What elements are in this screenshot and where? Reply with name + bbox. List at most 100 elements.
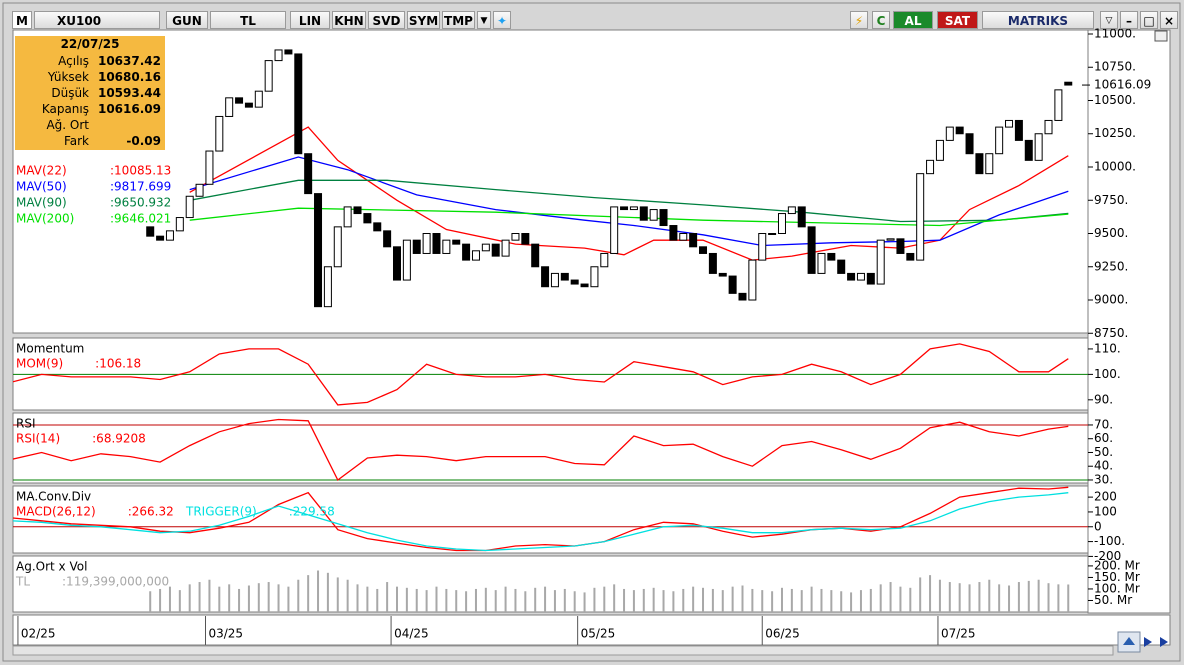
scroll-right[interactable] (1160, 637, 1168, 647)
candle-body (659, 209, 668, 227)
volume-bar (228, 584, 231, 612)
alert-icon[interactable]: ⚡ (850, 11, 868, 29)
volume-bar (445, 588, 448, 612)
dropdown[interactable]: ▼ (477, 11, 491, 29)
plot (13, 418, 1088, 481)
candle-body (935, 139, 944, 161)
buy-button[interactable]: AL (893, 11, 933, 29)
panel (12, 29, 1089, 334)
twitter-icon[interactable]: ✦ (493, 11, 511, 29)
candle-body (580, 283, 589, 288)
volume-bar (978, 582, 981, 612)
scroll-left[interactable] (1144, 637, 1152, 647)
volume-bar (544, 586, 547, 612)
refresh-icon[interactable]: C (872, 11, 890, 29)
volume-bar (810, 586, 813, 612)
scrollbar[interactable] (12, 645, 1114, 656)
y-tick-label: 9000. (1094, 293, 1128, 307)
volume-bar (889, 582, 892, 612)
candle-body (225, 97, 234, 117)
toolbar-button[interactable]: SVD (368, 11, 405, 29)
toolbar-button[interactable]: LIN (290, 11, 330, 29)
candle-body (1005, 119, 1014, 128)
y-tick-label: 70. (1094, 417, 1113, 431)
close[interactable]: × (1160, 11, 1178, 29)
sell-button[interactable]: SAT (937, 11, 978, 29)
candle-body (728, 275, 737, 294)
y-tick-label: 30. (1094, 472, 1113, 486)
info-value: 10680.16 (97, 70, 161, 84)
volume-bar (948, 582, 951, 612)
panel-title: RSI (16, 417, 36, 431)
candle-body (748, 259, 757, 301)
y-tick-label: 10500. (1094, 93, 1136, 107)
candle-body (442, 239, 451, 254)
legend-name: MACD(26,12) (16, 505, 96, 519)
candle-body (432, 233, 441, 254)
y-tick-label: 90. (1094, 392, 1113, 406)
candle-body (481, 243, 490, 252)
toolbar-button[interactable]: TL (210, 11, 286, 29)
candle-body (985, 153, 994, 175)
toolbar-button[interactable]: KHN (332, 11, 366, 29)
volume-bar (859, 590, 862, 612)
volume-bar (395, 586, 398, 612)
y-tick-label: 50. (1094, 445, 1113, 459)
candle-body (235, 97, 244, 104)
y-tick-label: 9500. (1094, 226, 1128, 240)
candle-body (304, 153, 313, 195)
legend-value: :266.32 (128, 505, 174, 519)
toolbar-button[interactable]: GUN (166, 11, 208, 29)
candle-body (550, 272, 559, 288)
volume-bar (366, 586, 369, 612)
volume-bar (613, 584, 616, 612)
volume-bar (317, 570, 320, 612)
volume-bar (159, 588, 162, 612)
panel-menu[interactable] (1154, 30, 1168, 42)
candle-body (807, 226, 816, 274)
toolbar-button[interactable]: TMP (442, 11, 475, 29)
volume-bar (998, 584, 1001, 612)
candle-body (787, 206, 796, 215)
value-axis (1087, 29, 1171, 614)
window-menu[interactable]: ▽ (1100, 11, 1118, 29)
symbol-box[interactable]: XU100 (34, 11, 160, 29)
volume-bar (1057, 584, 1060, 612)
minimize[interactable]: – (1120, 11, 1138, 29)
volume-bar (188, 584, 191, 612)
y-tick-label: 0 (1094, 519, 1102, 533)
candle-body (205, 150, 214, 185)
legend-name: RSI(14) (16, 432, 60, 446)
series-line (13, 343, 1069, 406)
volume-bar (800, 590, 803, 612)
volume-bar (238, 588, 241, 612)
candle-body (491, 243, 500, 257)
panel (12, 485, 1089, 554)
candle-body (294, 53, 303, 155)
info-row: Açılış 10637.42 (15, 53, 165, 69)
volume-bar (623, 588, 626, 612)
volume-bar (721, 590, 724, 612)
candle-body (866, 272, 875, 285)
panel-title: MA.Conv.Div (16, 490, 91, 504)
volume-bar (583, 592, 586, 612)
panel (12, 555, 1089, 613)
candle-body (738, 292, 747, 301)
volume-bar (919, 577, 922, 612)
candle-body (156, 235, 165, 241)
info-row: Ağ. Ort (15, 117, 165, 133)
toolbar-button[interactable]: SYM (407, 11, 440, 29)
legend-value: :9646.021 (110, 212, 171, 226)
info-label: Yüksek (47, 70, 89, 84)
volume-bar (573, 591, 576, 612)
candle-body (856, 272, 865, 281)
volume-bar (415, 588, 418, 612)
candle-body (1044, 119, 1053, 135)
volume-bar (1037, 579, 1040, 612)
candle-body (570, 279, 579, 285)
volume-bar (879, 584, 882, 612)
candle-body (511, 233, 520, 241)
candle-body (541, 266, 550, 288)
maximize[interactable]: □ (1140, 11, 1158, 29)
